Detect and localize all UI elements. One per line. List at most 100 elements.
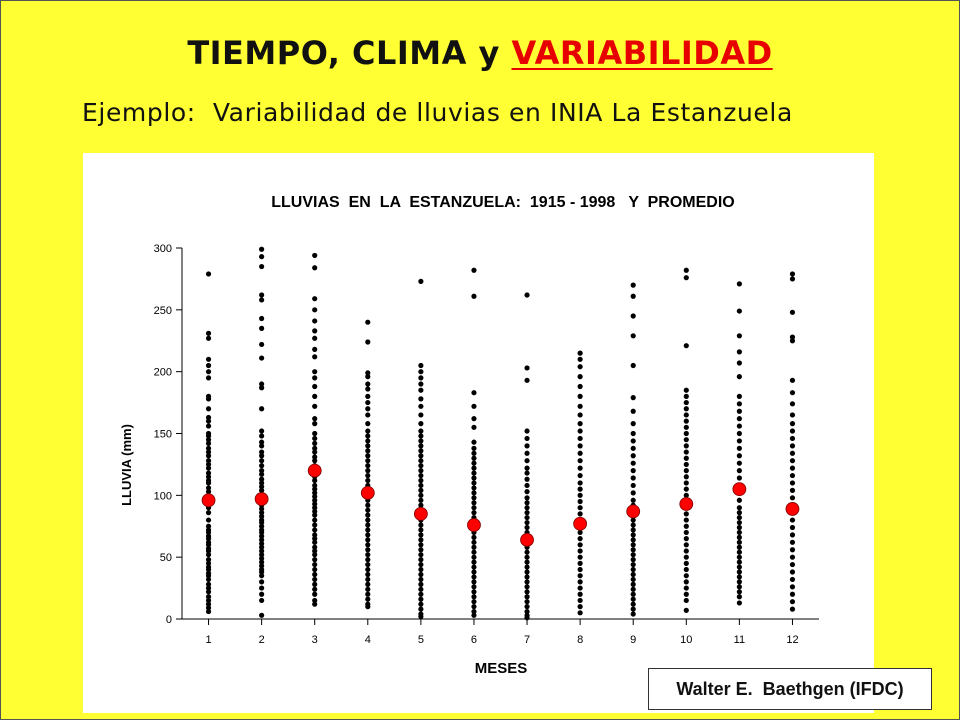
observation-point	[789, 487, 796, 493]
mean-point	[573, 516, 588, 531]
observation-point	[312, 445, 318, 451]
observation-point	[418, 403, 424, 409]
observation-point	[524, 569, 530, 575]
observation-point	[471, 455, 477, 461]
observation-point	[312, 517, 318, 523]
observation-point	[789, 458, 796, 464]
observation-point	[418, 369, 424, 375]
observation-point	[312, 416, 318, 422]
observation-point	[630, 532, 636, 538]
observation-point	[577, 428, 583, 434]
observation-point	[577, 597, 583, 604]
observation-point	[205, 423, 212, 429]
observation-point	[418, 472, 424, 479]
observation-point	[683, 387, 689, 393]
rainfall-chart: LLUVIAS EN LA ESTANZUELA: 1915 - 1998 Y …	[119, 194, 819, 677]
observation-point	[524, 549, 530, 555]
observation-point	[577, 579, 583, 585]
observation-point	[312, 375, 318, 381]
observation-point	[205, 271, 212, 277]
observation-point	[312, 354, 318, 360]
mean-point	[201, 493, 216, 508]
observation-point	[630, 475, 636, 481]
observation-point	[365, 512, 371, 518]
observation-point	[683, 607, 689, 613]
observation-point	[736, 584, 742, 590]
observation-point	[418, 463, 424, 469]
observation-point	[259, 548, 265, 554]
observation-point	[418, 421, 424, 427]
observation-point	[312, 335, 318, 341]
observation-point	[683, 529, 689, 536]
observation-point	[630, 522, 636, 528]
observation-point	[577, 412, 583, 418]
observation-point	[736, 564, 742, 570]
observation-point	[471, 424, 477, 430]
observation-point	[259, 381, 265, 387]
observation-point	[312, 449, 318, 455]
observation-point	[205, 437, 212, 443]
observation-point	[418, 537, 424, 543]
observation-point	[683, 406, 689, 412]
observation-point	[365, 386, 371, 392]
observation-point	[418, 527, 424, 533]
observation-point	[365, 522, 371, 528]
observation-point	[312, 265, 318, 271]
observation-point	[418, 601, 424, 607]
observation-point	[683, 418, 689, 424]
observation-point	[789, 390, 796, 396]
observation-point	[312, 482, 318, 489]
observation-point	[365, 433, 371, 439]
observation-point	[205, 330, 212, 336]
observation-point	[259, 471, 265, 477]
observation-point	[205, 458, 212, 464]
observation-point	[205, 581, 212, 587]
observation-point	[312, 497, 318, 503]
observation-point	[312, 393, 318, 399]
observation-point	[418, 522, 424, 528]
observation-point	[205, 560, 212, 566]
observation-point	[205, 418, 212, 424]
observation-point	[789, 606, 796, 612]
observation-point	[683, 412, 689, 418]
observation-point	[312, 532, 318, 538]
observation-point	[365, 463, 371, 469]
observation-point	[365, 542, 371, 548]
observation-point	[471, 584, 477, 590]
observation-point	[259, 612, 265, 618]
observation-point	[524, 495, 530, 501]
observation-point	[312, 544, 318, 550]
observation-point	[736, 554, 742, 560]
y-tick-label: 100	[154, 490, 172, 502]
observation-point	[789, 435, 796, 442]
observation-point	[736, 544, 742, 550]
observation-point	[312, 477, 318, 484]
observation-point	[683, 548, 689, 554]
observation-point	[259, 254, 265, 260]
observation-point	[418, 278, 424, 284]
observation-point	[736, 539, 742, 545]
observation-point	[365, 604, 371, 610]
observation-point	[365, 477, 371, 484]
observation-point	[312, 591, 318, 597]
observation-point	[736, 524, 742, 531]
observation-point	[524, 428, 530, 434]
observation-point	[524, 292, 530, 298]
observation-point	[205, 605, 212, 611]
observation-point	[205, 433, 212, 439]
observation-point	[789, 584, 796, 590]
observation-point	[471, 500, 477, 506]
observation-point	[683, 437, 689, 443]
observation-point	[259, 439, 265, 445]
observation-point	[577, 529, 583, 536]
observation-point	[471, 475, 477, 481]
observation-point	[524, 476, 530, 482]
observation-point	[524, 489, 530, 495]
observation-point	[736, 333, 742, 339]
observation-point	[365, 393, 371, 399]
observation-point	[524, 584, 530, 590]
observation-point	[524, 500, 530, 506]
observation-point	[524, 510, 530, 516]
observation-point	[418, 502, 424, 508]
